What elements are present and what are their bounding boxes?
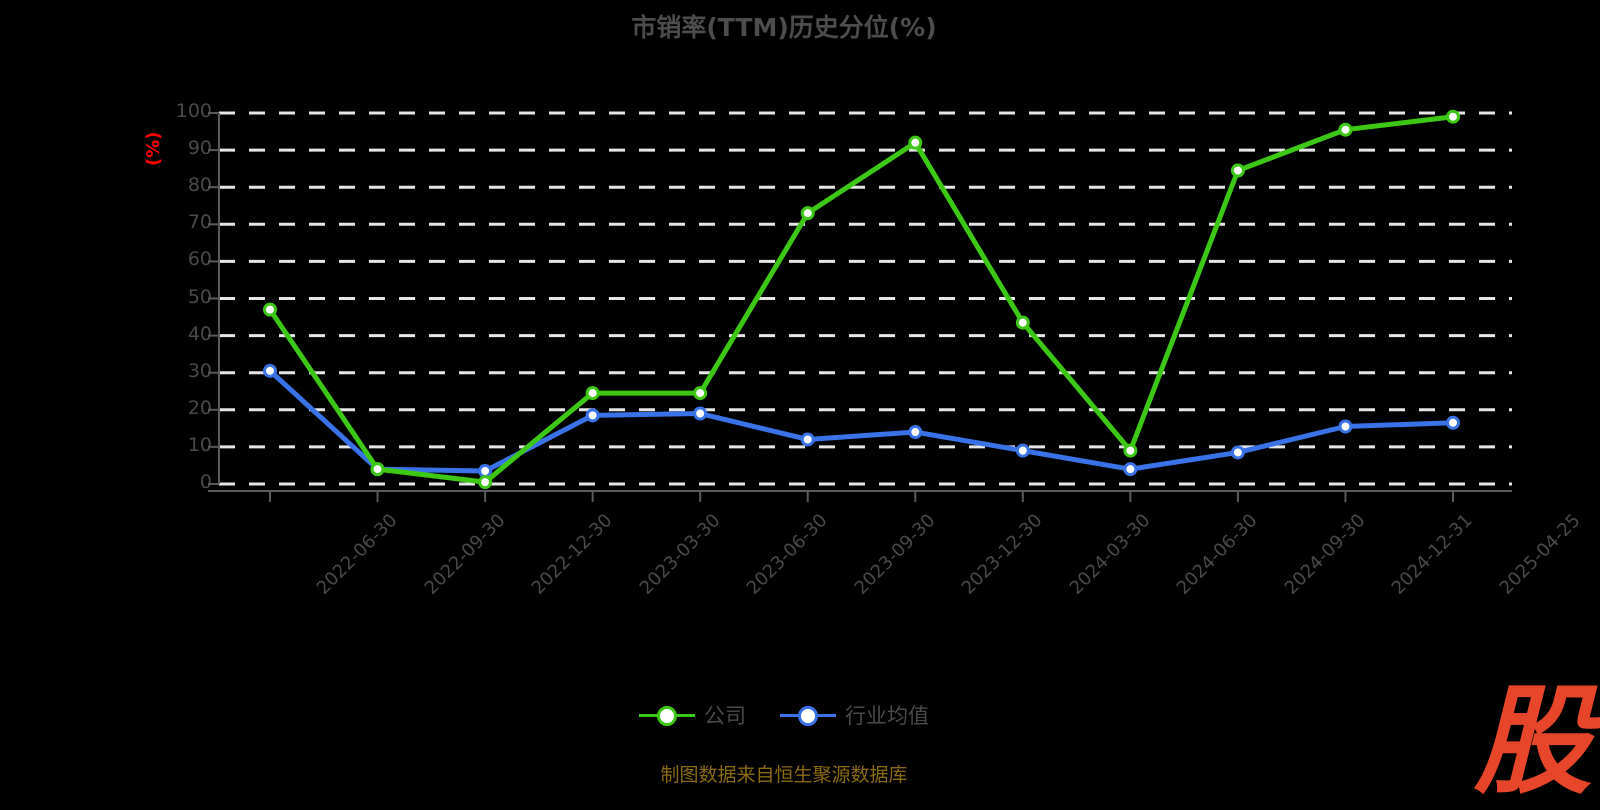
data-point[interactable] [908, 135, 923, 150]
data-point[interactable] [1338, 419, 1353, 434]
y-axis-tick-label: 80 [187, 174, 212, 197]
data-point[interactable] [1230, 163, 1245, 178]
data-point[interactable] [1230, 445, 1245, 460]
legend-marker-company-icon [639, 704, 695, 726]
series-company [263, 109, 1460, 490]
series-line [267, 368, 1456, 474]
data-point[interactable] [1123, 462, 1138, 477]
data-point[interactable] [693, 386, 708, 401]
y-axis-tick-label: 90 [187, 137, 212, 160]
legend-label-industry-average: 行业均值 [845, 704, 929, 728]
data-point[interactable] [1338, 122, 1353, 137]
series-industry-average [263, 363, 1460, 479]
legend-label-company: 公司 [704, 704, 746, 728]
data-point[interactable] [370, 462, 385, 477]
data-point[interactable] [1446, 109, 1460, 124]
y-axis-tick-labels: 0 10 20 30 40 50 60 70 80 90 100 [150, 0, 212, 800]
data-point[interactable] [1446, 415, 1460, 430]
y-axis-tick-label: 100 [175, 100, 212, 122]
data-point[interactable] [585, 386, 600, 401]
data-point[interactable] [800, 432, 815, 447]
gridlines [219, 111, 1512, 486]
axis-ticks [208, 112, 1454, 502]
data-point[interactable] [800, 206, 815, 221]
data-series [263, 109, 1460, 490]
data-point[interactable] [693, 406, 708, 421]
data-point[interactable] [478, 464, 493, 479]
y-axis-tick-label: 50 [187, 285, 212, 308]
watermark-logo: 股 [1473, 672, 1592, 810]
data-point[interactable] [1123, 443, 1138, 458]
legend-dot-company-icon [657, 706, 677, 726]
legend-item-industry-average[interactable]: 行业均值 [780, 700, 929, 730]
y-axis-tick-label: 30 [187, 359, 212, 382]
data-point[interactable] [263, 302, 277, 317]
data-source-note: 制图数据来自恒生聚源数据库 [660, 764, 908, 786]
data-point[interactable] [1015, 443, 1030, 458]
data-point[interactable] [585, 408, 600, 423]
chart-title: 市销率(TTM)历史分位(%) [631, 13, 937, 42]
legend-item-company[interactable]: 公司 [639, 700, 746, 730]
data-point[interactable] [263, 363, 277, 378]
y-axis-tick-label: 0 [199, 471, 212, 493]
y-axis-tick-label: 40 [187, 322, 212, 345]
data-point[interactable] [1015, 315, 1030, 330]
y-axis-tick-label: 10 [187, 433, 212, 456]
y-axis-tick-label: 60 [187, 248, 212, 271]
legend-marker-industry-icon [780, 704, 836, 726]
y-axis-tick-label: 70 [187, 211, 212, 234]
chart-legend: 公司 行业均值 [0, 700, 1568, 730]
series-line [267, 114, 1456, 485]
y-axis-tick-label: 20 [187, 396, 212, 419]
legend-dot-industry-icon [798, 706, 818, 726]
data-point[interactable] [908, 425, 923, 440]
data-point[interactable] [478, 475, 493, 490]
